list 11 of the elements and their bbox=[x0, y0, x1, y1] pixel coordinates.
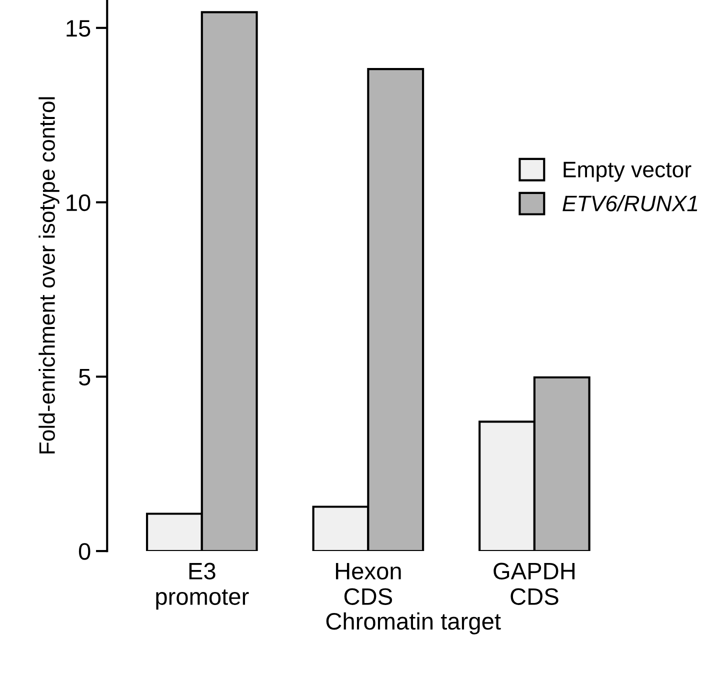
x-tick-label: GAPDH CDS bbox=[494, 562, 574, 605]
y-tick-label: 10 bbox=[66, 194, 90, 212]
y-axis-title: Fold-enrichment over isotype control bbox=[38, 97, 60, 454]
legend-label: Empty vector bbox=[564, 162, 692, 182]
x-axis-title: Chromatin target bbox=[326, 612, 501, 634]
y-tick-label: 15 bbox=[66, 20, 90, 37]
legend-label: ETV6/RUNX1 bbox=[562, 195, 698, 212]
y-tick-label: 0 bbox=[78, 543, 90, 560]
x-tick-label: E3 promoter bbox=[156, 562, 249, 610]
x-tick-label: Hexon CDS bbox=[336, 563, 401, 605]
y-tick-label: 5 bbox=[78, 368, 90, 386]
